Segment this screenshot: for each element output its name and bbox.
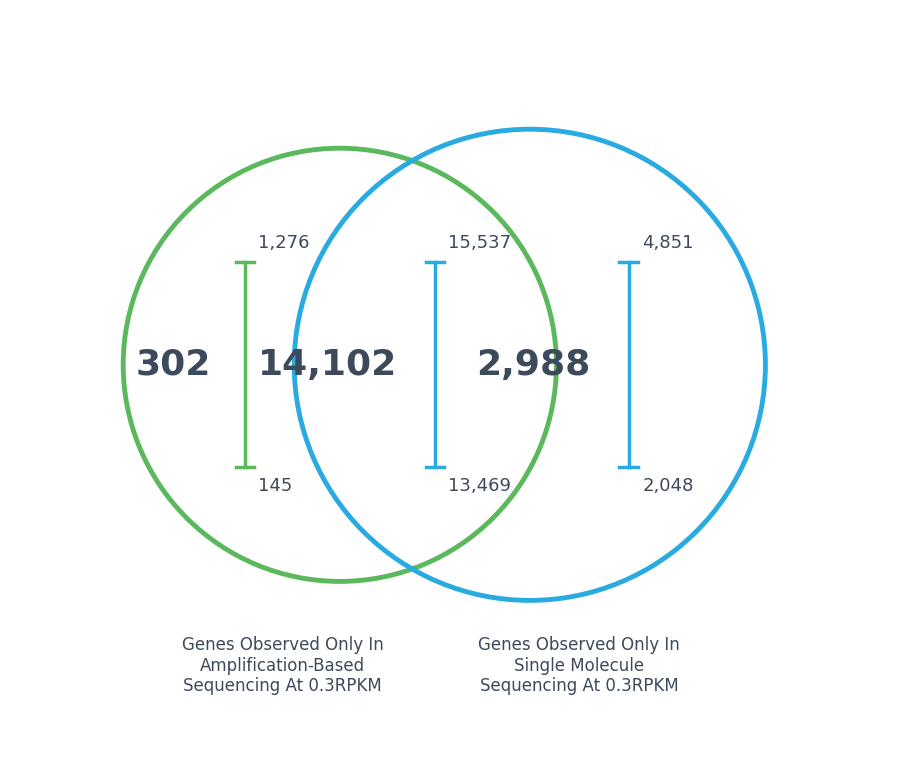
Text: Genes Observed Only In
Single Molecule
Sequencing At 0.3RPKM: Genes Observed Only In Single Molecule S… — [478, 636, 680, 695]
Text: 2,048: 2,048 — [643, 477, 694, 496]
Text: 4,851: 4,851 — [643, 234, 694, 252]
Text: Genes Observed Only In
Amplification-Based
Sequencing At 0.3RPKM: Genes Observed Only In Amplification-Bas… — [182, 636, 383, 695]
Text: 302: 302 — [135, 348, 211, 382]
Text: 15,537: 15,537 — [448, 234, 511, 252]
Text: 14,102: 14,102 — [257, 348, 397, 382]
Text: 2,988: 2,988 — [476, 348, 590, 382]
Text: 1,276: 1,276 — [258, 234, 310, 252]
Text: 13,469: 13,469 — [448, 477, 511, 496]
Text: 145: 145 — [258, 477, 292, 496]
